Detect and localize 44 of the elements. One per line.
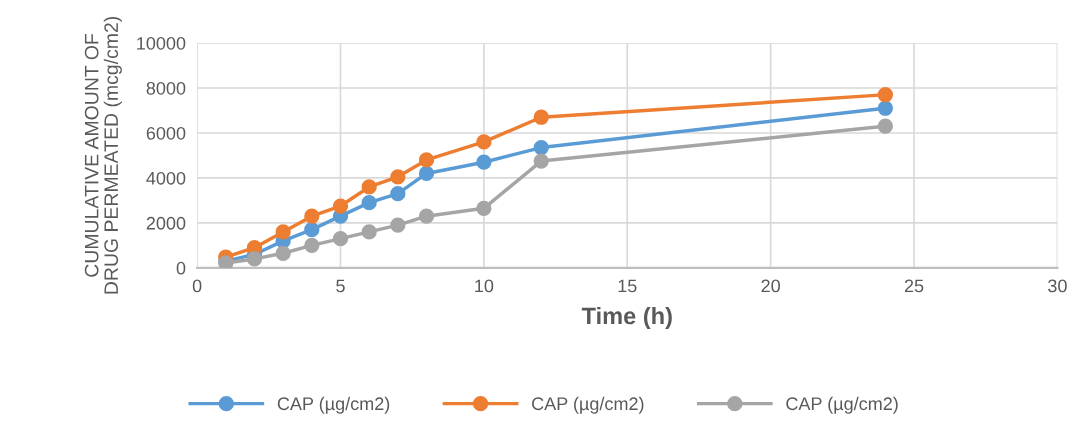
point — [390, 169, 406, 185]
point — [533, 109, 549, 125]
point — [533, 153, 549, 169]
point — [275, 245, 291, 261]
x-axis-title: Time (h) — [581, 306, 672, 329]
legend-label: CAP (µg/cm2) — [786, 396, 898, 414]
point — [476, 134, 492, 150]
point — [390, 217, 406, 233]
x-tick-label: 0 — [192, 279, 202, 293]
y-tick-label: 10000 — [137, 36, 186, 50]
y-tick-label: 6000 — [146, 126, 186, 140]
point — [246, 251, 263, 267]
point — [418, 165, 435, 182]
point — [332, 231, 349, 247]
point — [304, 208, 320, 224]
point — [418, 152, 435, 168]
point — [275, 224, 291, 240]
x-tick-label: 15 — [618, 279, 637, 293]
y-tick-label: 0 — [176, 261, 186, 275]
point — [332, 198, 349, 214]
point — [390, 186, 406, 202]
point — [476, 154, 492, 170]
point — [533, 139, 549, 156]
point — [418, 208, 435, 224]
legend-label: CAP (µg/cm2) — [532, 396, 644, 414]
legend-label: CAP (µg/cm2) — [277, 396, 390, 414]
y-axis-title: CUMULATIVE AMOUNT OF DRUG PERMEATED (mcg/cm2) — [84, 16, 122, 294]
y-tick-label: 2000 — [146, 216, 186, 230]
x-tick-label: 5 — [336, 279, 345, 293]
point — [361, 195, 377, 211]
y-tick-label: 4000 — [146, 171, 186, 185]
x-tick-label: 25 — [904, 279, 924, 293]
point — [476, 200, 492, 216]
point — [877, 100, 893, 116]
point — [877, 87, 893, 103]
x-tick-label: 10 — [475, 279, 494, 293]
x-tick-label: 20 — [761, 279, 780, 293]
y-tick-label: 8000 — [146, 81, 186, 95]
point — [304, 237, 320, 254]
point — [361, 179, 377, 195]
point — [877, 118, 893, 134]
point — [361, 224, 377, 240]
x-tick-label: 30 — [1048, 279, 1067, 293]
point — [304, 222, 320, 238]
